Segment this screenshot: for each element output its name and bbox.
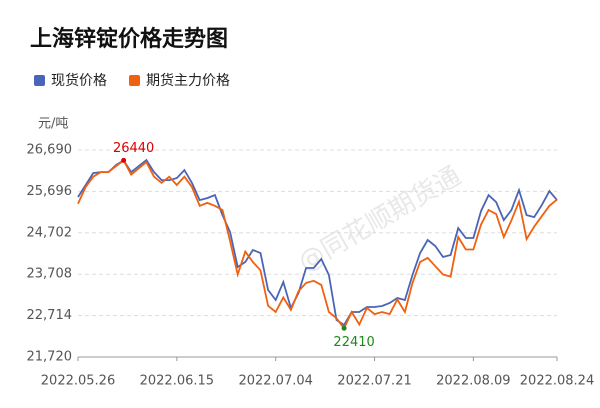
y-tick-label: 22,714 <box>27 308 73 323</box>
x-tick-label: 2022.05.26 <box>41 374 115 389</box>
series-line <box>77 158 558 327</box>
point-label: 26440 <box>113 141 154 156</box>
legend-label: 期货主力价格 <box>146 72 230 89</box>
legend-swatch <box>34 75 45 86</box>
legend-swatch <box>129 75 140 86</box>
x-tick-label: 2022.06.15 <box>140 374 214 389</box>
x-tick-label: 2022.08.09 <box>436 374 510 389</box>
point-label: 22410 <box>333 335 374 350</box>
series-line <box>77 159 558 331</box>
y-tick-label: 21,720 <box>27 350 73 365</box>
x-tick-label: 2022.08.24 <box>520 374 594 389</box>
point-marker <box>121 157 127 163</box>
point-marker <box>341 325 347 331</box>
x-tick-label: 2022.07.21 <box>337 374 411 389</box>
y-tick-label: 24,702 <box>27 225 73 240</box>
y-tick-label: 23,708 <box>27 267 73 282</box>
y-tick-label: 25,696 <box>27 184 73 199</box>
y-unit: 元/吨 <box>38 117 68 132</box>
y-tick-label: 26,690 <box>27 143 73 158</box>
chart-title: 上海锌锭价格走势图 <box>30 26 228 52</box>
legend-label: 现货价格 <box>51 72 107 89</box>
x-tick-label: 2022.07.04 <box>238 374 312 389</box>
